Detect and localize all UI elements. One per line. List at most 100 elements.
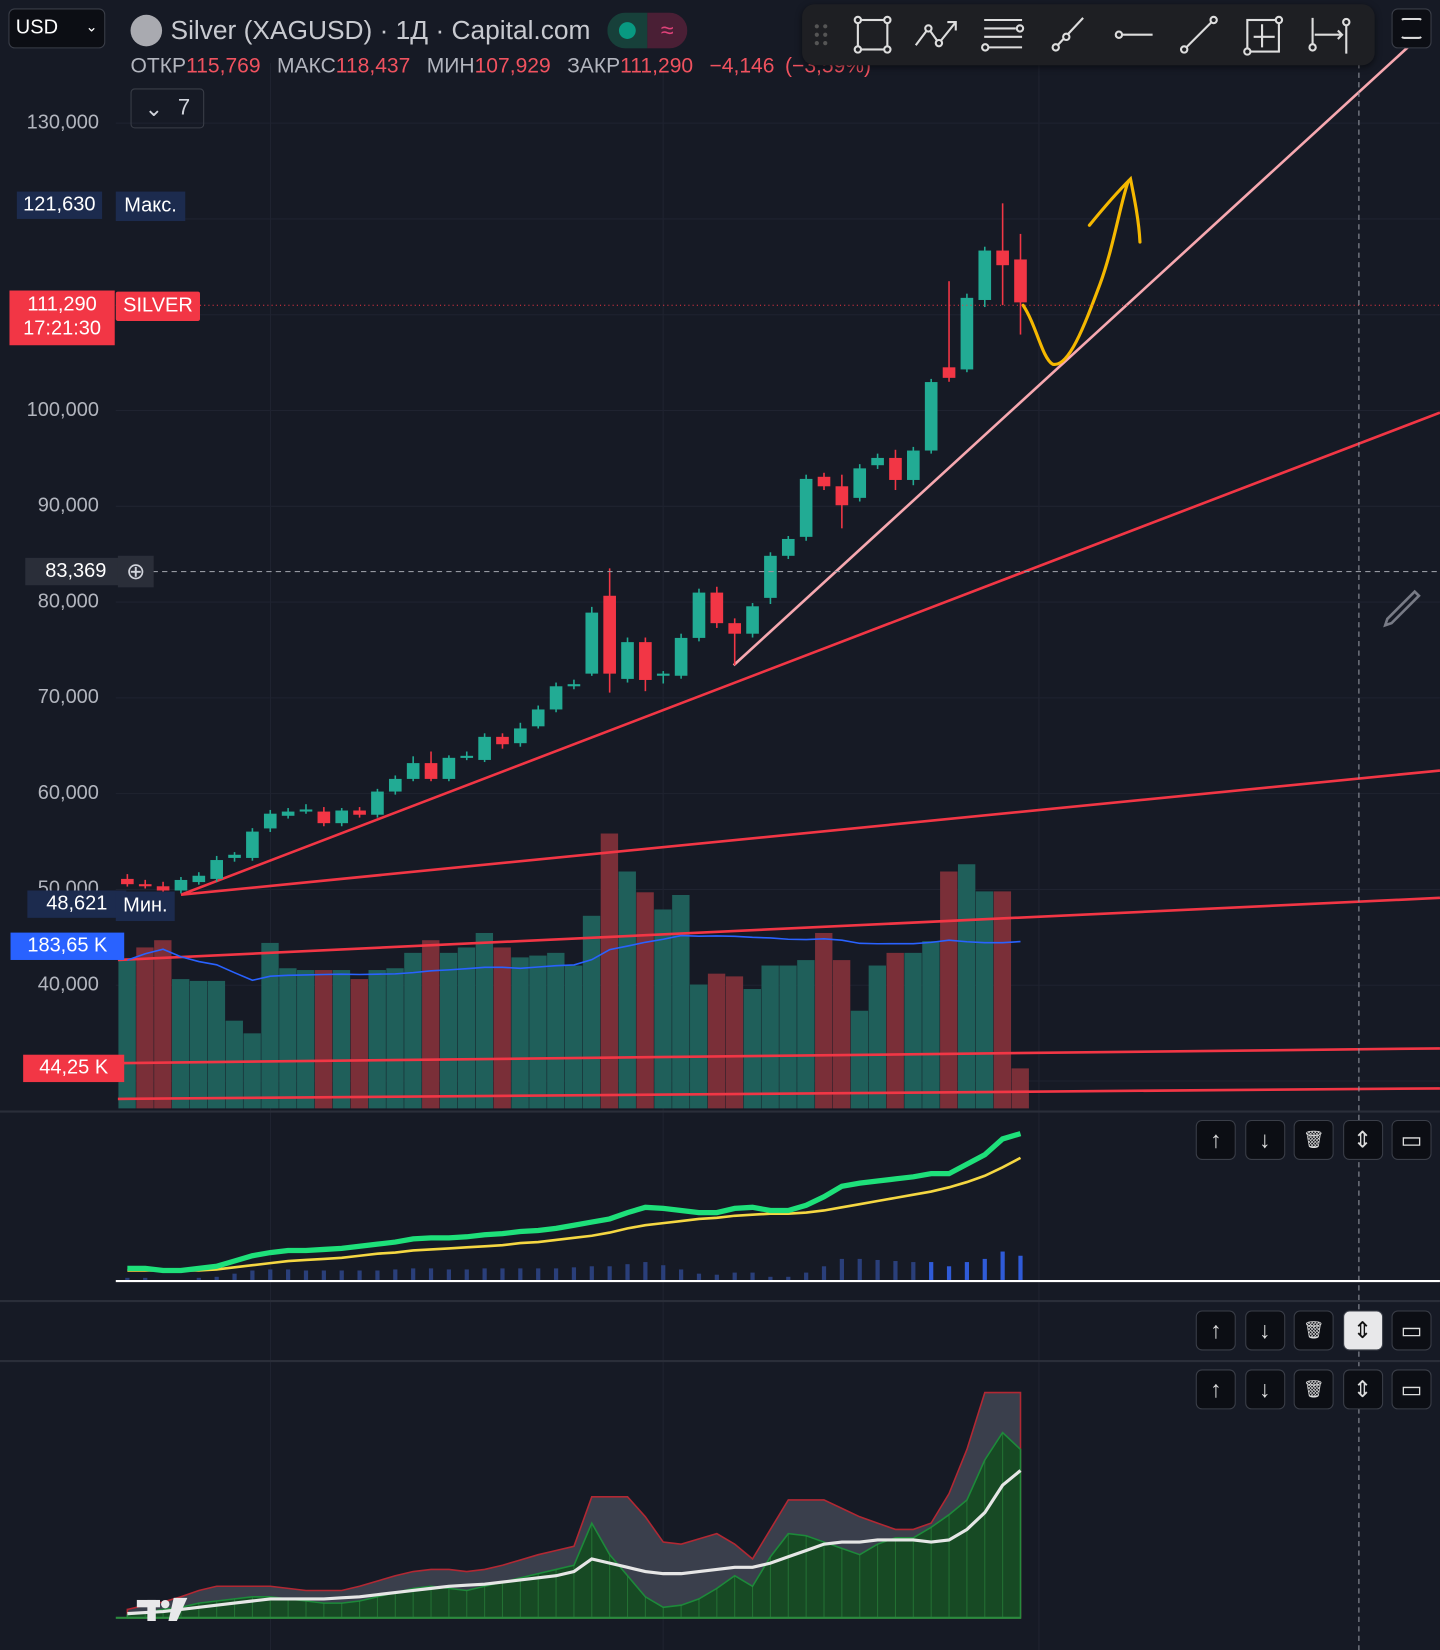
candle-body — [853, 468, 867, 498]
volume-bar — [118, 960, 136, 1109]
candle-body — [442, 757, 456, 779]
candle-body — [335, 810, 349, 824]
delete-button[interactable]: 🗑 — [1293, 1369, 1334, 1410]
trendline-3[interactable] — [117, 896, 1440, 962]
trendline-5[interactable] — [117, 1087, 1440, 1101]
histogram-bar — [214, 1276, 219, 1280]
line-segment-icon[interactable] — [1166, 4, 1231, 65]
candle-body — [424, 763, 438, 779]
candle-body — [531, 709, 545, 727]
histogram-bar — [268, 1269, 273, 1280]
candle-body — [1014, 259, 1027, 303]
change-value: −4,146 — [709, 54, 775, 78]
candle-body — [835, 486, 849, 506]
histogram-bar — [571, 1267, 577, 1280]
histogram-bar — [714, 1274, 719, 1280]
price-label: 80,000 — [37, 590, 99, 613]
volume-bar — [136, 947, 154, 1109]
trend-line-icon[interactable] — [1036, 4, 1101, 65]
maximize-button[interactable]: ▭ — [1391, 1310, 1432, 1351]
price-range-icon[interactable] — [1232, 4, 1297, 65]
open-value: 115,769 — [186, 54, 261, 78]
horizontal-ray-icon[interactable] — [1101, 4, 1166, 65]
trendline-1[interactable] — [180, 411, 1440, 896]
path-icon[interactable] — [905, 4, 970, 65]
volume-bar — [779, 965, 797, 1109]
volume-bar — [940, 871, 958, 1109]
volume-bar — [993, 891, 1012, 1109]
last-price-value: 111,290 — [27, 293, 97, 316]
candle-body — [639, 642, 652, 680]
volume-bar — [297, 970, 315, 1109]
candle-body — [728, 623, 742, 634]
fib-retracement-icon[interactable] — [970, 4, 1035, 65]
histogram-bar — [125, 1277, 130, 1280]
volume-bar — [279, 968, 297, 1109]
volume-bars — [118, 833, 1029, 1109]
move-down-button[interactable]: ↓ — [1244, 1310, 1285, 1351]
candle-body — [781, 538, 795, 556]
delete-button[interactable]: 🗑 — [1293, 1119, 1334, 1160]
maximize-icon: ▭ — [1400, 1126, 1423, 1153]
volume-bar — [975, 891, 994, 1109]
rectangle-icon[interactable] — [840, 4, 905, 65]
volume-bar — [547, 952, 565, 1109]
candle-body — [799, 478, 813, 537]
maximize-icon: ▭ — [1400, 1316, 1423, 1344]
drag-handle-icon[interactable] — [802, 4, 840, 65]
histogram-bar — [875, 1259, 880, 1280]
histogram-bar — [232, 1273, 237, 1280]
add-alert-plus-icon[interactable]: ⊕ — [117, 555, 154, 588]
pencil-icon[interactable] — [1383, 589, 1421, 628]
indicator-pane-2 — [115, 1391, 1022, 1619]
histogram-bar — [732, 1272, 737, 1280]
trendline-4[interactable] — [117, 1047, 1440, 1065]
volume-bar — [404, 952, 422, 1109]
candle-body — [656, 673, 670, 676]
move-up-button[interactable]: ↑ — [1195, 1310, 1236, 1351]
price-label: 50,000 — [37, 877, 99, 891]
collapse-icon: ⇕ — [1352, 1375, 1373, 1403]
move-up-button[interactable]: ↑ — [1195, 1369, 1236, 1410]
move-down-button[interactable]: ↓ — [1244, 1369, 1285, 1410]
currency-select[interactable]: USD ⌄ — [8, 8, 106, 49]
histogram-bar — [982, 1258, 987, 1280]
drawings[interactable] — [117, 39, 1440, 1101]
volume-bar — [707, 973, 726, 1109]
fullscreen-icon — [1399, 17, 1424, 39]
move-down-button[interactable]: ↓ — [1244, 1119, 1285, 1160]
move-up-icon: ↑ — [1209, 1126, 1222, 1153]
mid-line — [127, 1469, 1022, 1616]
histogram-bar — [625, 1264, 630, 1280]
fullscreen-button[interactable] — [1391, 8, 1432, 49]
hand-drawn-arrow[interactable] — [1021, 175, 1142, 366]
volume-bar — [600, 833, 619, 1109]
histogram-bar — [339, 1270, 344, 1280]
maximize-button[interactable]: ▭ — [1391, 1369, 1432, 1410]
trendline-main[interactable] — [732, 39, 1417, 667]
candle-body — [942, 367, 956, 378]
pane-separators[interactable] — [0, 1110, 1440, 1363]
collapse-button[interactable]: ⇕ — [1342, 1369, 1383, 1410]
move-up-button[interactable]: ↑ — [1195, 1119, 1236, 1160]
indicators-collapse-button[interactable]: ⌄ 7 — [130, 88, 205, 129]
histogram-bar — [946, 1266, 952, 1280]
histogram-bar — [929, 1262, 934, 1280]
collapse-button[interactable]: ⇕ — [1342, 1310, 1383, 1351]
symbol-header[interactable]: Silver (XAGUSD) · 1Д · Capital.com ≈ — [130, 12, 688, 49]
delete-icon: 🗑 — [1302, 1131, 1325, 1150]
delete-button[interactable]: 🗑 — [1293, 1310, 1334, 1351]
chevron-down-icon: ⌄ — [144, 96, 164, 121]
date-range-icon[interactable] — [1297, 4, 1362, 65]
candle-body — [246, 831, 259, 858]
collapse-button[interactable]: ⇕ — [1342, 1119, 1383, 1160]
volume-bar — [1011, 1068, 1029, 1109]
price-label: 70,000 — [37, 686, 99, 709]
histogram-bar — [589, 1266, 594, 1280]
maximize-button[interactable]: ▭ — [1391, 1119, 1432, 1160]
volume-bar — [690, 984, 708, 1109]
market-status-toggle[interactable]: ≈ — [607, 12, 688, 49]
trendline-2[interactable] — [180, 769, 1440, 897]
